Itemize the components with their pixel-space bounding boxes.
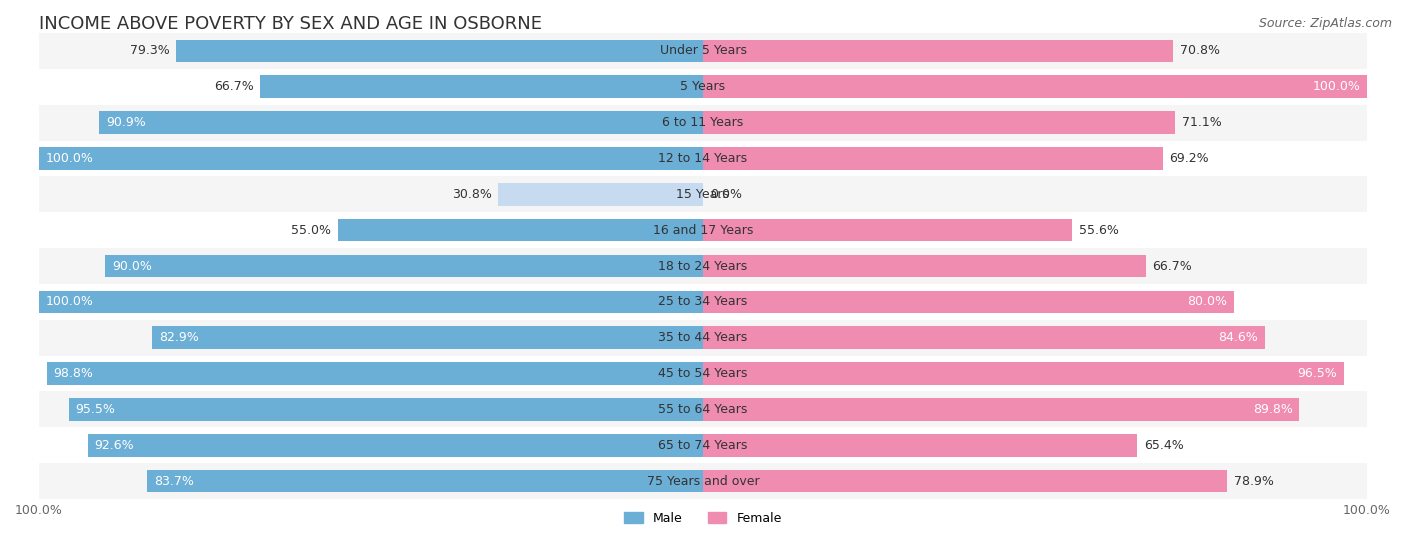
Bar bbox=[260, 75, 703, 98]
Text: 96.5%: 96.5% bbox=[1298, 367, 1337, 380]
Text: 66.7%: 66.7% bbox=[214, 80, 253, 93]
Text: 55 to 64 Years: 55 to 64 Years bbox=[658, 403, 748, 416]
Bar bbox=[39, 291, 703, 313]
Bar bbox=[39, 105, 1367, 140]
Bar bbox=[39, 140, 1367, 177]
Bar bbox=[39, 248, 1367, 284]
Text: 0.0%: 0.0% bbox=[710, 188, 741, 201]
Text: 78.9%: 78.9% bbox=[1233, 475, 1274, 487]
Text: 100.0%: 100.0% bbox=[45, 295, 93, 309]
Text: 90.9%: 90.9% bbox=[105, 116, 146, 129]
Text: 89.8%: 89.8% bbox=[1253, 403, 1292, 416]
Bar bbox=[105, 255, 703, 277]
Text: 55.0%: 55.0% bbox=[291, 224, 332, 236]
Text: 25 to 34 Years: 25 to 34 Years bbox=[658, 295, 748, 309]
Text: 90.0%: 90.0% bbox=[112, 259, 152, 273]
Text: 83.7%: 83.7% bbox=[153, 475, 194, 487]
Bar bbox=[39, 356, 1367, 391]
Legend: Male, Female: Male, Female bbox=[619, 507, 787, 530]
Bar bbox=[39, 320, 1367, 356]
Text: 84.6%: 84.6% bbox=[1219, 331, 1258, 344]
Text: 6 to 11 Years: 6 to 11 Years bbox=[662, 116, 744, 129]
Text: 65.4%: 65.4% bbox=[1144, 439, 1184, 452]
Text: 75 Years and over: 75 Years and over bbox=[647, 475, 759, 487]
Text: INCOME ABOVE POVERTY BY SEX AND AGE IN OSBORNE: INCOME ABOVE POVERTY BY SEX AND AGE IN O… bbox=[39, 15, 541, 33]
Text: 100.0%: 100.0% bbox=[1313, 80, 1361, 93]
Text: 70.8%: 70.8% bbox=[1180, 44, 1220, 58]
Bar bbox=[39, 147, 703, 170]
Bar bbox=[703, 111, 1175, 134]
Bar bbox=[703, 326, 1265, 349]
Text: 16 and 17 Years: 16 and 17 Years bbox=[652, 224, 754, 236]
Text: Source: ZipAtlas.com: Source: ZipAtlas.com bbox=[1258, 17, 1392, 30]
Text: 45 to 54 Years: 45 to 54 Years bbox=[658, 367, 748, 380]
Bar bbox=[152, 326, 703, 349]
Bar bbox=[39, 212, 1367, 248]
Text: 5 Years: 5 Years bbox=[681, 80, 725, 93]
Bar bbox=[39, 33, 1367, 69]
Text: 82.9%: 82.9% bbox=[159, 331, 198, 344]
Text: 80.0%: 80.0% bbox=[1188, 295, 1227, 309]
Bar bbox=[337, 219, 703, 241]
Bar bbox=[703, 147, 1163, 170]
Bar bbox=[703, 219, 1073, 241]
Bar bbox=[46, 362, 703, 385]
Text: 66.7%: 66.7% bbox=[1153, 259, 1192, 273]
Bar bbox=[703, 434, 1137, 457]
Bar bbox=[703, 75, 1367, 98]
Bar bbox=[703, 470, 1227, 492]
Text: 95.5%: 95.5% bbox=[76, 403, 115, 416]
Bar bbox=[703, 291, 1234, 313]
Bar bbox=[69, 398, 703, 421]
Bar bbox=[100, 111, 703, 134]
Text: Under 5 Years: Under 5 Years bbox=[659, 44, 747, 58]
Text: 55.6%: 55.6% bbox=[1078, 224, 1119, 236]
Bar bbox=[499, 183, 703, 206]
Text: 65 to 74 Years: 65 to 74 Years bbox=[658, 439, 748, 452]
Text: 100.0%: 100.0% bbox=[45, 152, 93, 165]
Bar bbox=[703, 40, 1173, 62]
Bar bbox=[39, 177, 1367, 212]
Text: 92.6%: 92.6% bbox=[94, 439, 135, 452]
Bar bbox=[176, 40, 703, 62]
Text: 30.8%: 30.8% bbox=[451, 188, 492, 201]
Text: 12 to 14 Years: 12 to 14 Years bbox=[658, 152, 748, 165]
Bar bbox=[39, 69, 1367, 105]
Bar bbox=[89, 434, 703, 457]
Bar bbox=[39, 463, 1367, 499]
Text: 18 to 24 Years: 18 to 24 Years bbox=[658, 259, 748, 273]
Bar bbox=[703, 398, 1299, 421]
Text: 15 Years: 15 Years bbox=[676, 188, 730, 201]
Bar bbox=[39, 427, 1367, 463]
Text: 69.2%: 69.2% bbox=[1170, 152, 1209, 165]
Text: 71.1%: 71.1% bbox=[1182, 116, 1222, 129]
Bar bbox=[148, 470, 703, 492]
Bar bbox=[39, 284, 1367, 320]
Text: 79.3%: 79.3% bbox=[129, 44, 170, 58]
Bar bbox=[39, 391, 1367, 427]
Bar bbox=[703, 255, 1146, 277]
Bar bbox=[703, 362, 1344, 385]
Text: 35 to 44 Years: 35 to 44 Years bbox=[658, 331, 748, 344]
Text: 98.8%: 98.8% bbox=[53, 367, 93, 380]
